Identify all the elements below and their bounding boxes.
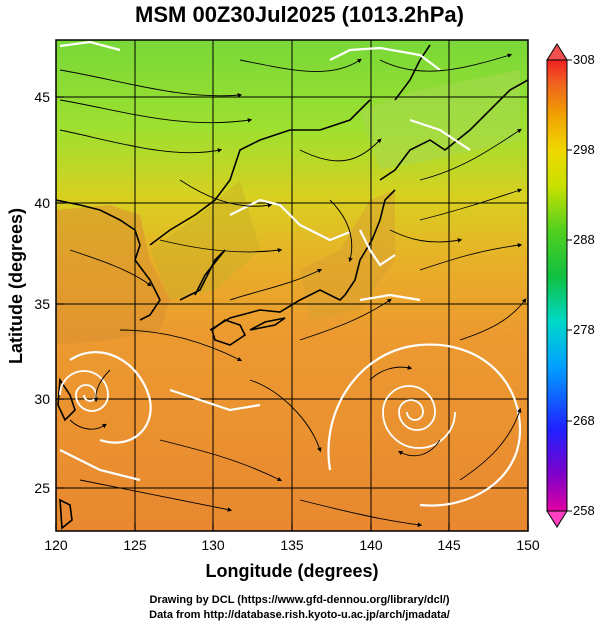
- wind-streamlines: [59, 53, 527, 527]
- y-tick-label: 25: [34, 480, 50, 496]
- isotherm-contours: [59, 40, 522, 507]
- y-tick-label: 35: [34, 296, 50, 312]
- x-tick-marks: [55, 523, 529, 531]
- grid-lines: [56, 40, 528, 531]
- x-axis-label: Longitude (degrees): [205, 561, 378, 581]
- x-tick-label: 140: [359, 537, 383, 553]
- y-tick-marks: [56, 96, 64, 489]
- cyclone-spiral-east: [382, 385, 456, 449]
- footer-credit-data: Data from http://database.rish.kyoto-u.a…: [149, 609, 450, 621]
- x-tick-label: 130: [201, 537, 225, 553]
- colorbar-tick-label: 258: [573, 503, 595, 518]
- x-tick-label: 145: [437, 537, 461, 553]
- colorbar-min-arrow: [546, 510, 568, 528]
- colorbar-tick-label: 288: [573, 232, 595, 247]
- colorbar-tick-label: 298: [573, 142, 595, 157]
- y-tick-label: 40: [34, 195, 50, 211]
- footer-credit-drawing: Drawing by DCL (https://www.gfd-dennou.o…: [149, 594, 450, 606]
- colorbar: 308 298 288 278 268 258: [546, 43, 595, 528]
- coastlines: [56, 44, 528, 530]
- x-tick-label: 120: [44, 537, 68, 553]
- y-axis-label: Latitude (degrees): [6, 208, 26, 364]
- x-tick-label: 135: [280, 537, 304, 553]
- y-tick-label: 30: [34, 391, 50, 407]
- colorbar-tick-label: 278: [573, 322, 595, 337]
- colorbar-max-arrow: [546, 43, 568, 61]
- map-title: MSM 00Z30Jul2025 (1013.2hPa): [135, 2, 464, 27]
- colorbar-tick-label: 308: [573, 52, 595, 67]
- y-tick-label: 45: [34, 89, 50, 105]
- colorbar-tick-label: 268: [573, 413, 595, 428]
- x-tick-label: 150: [516, 537, 540, 553]
- x-tick-label: 125: [123, 537, 147, 553]
